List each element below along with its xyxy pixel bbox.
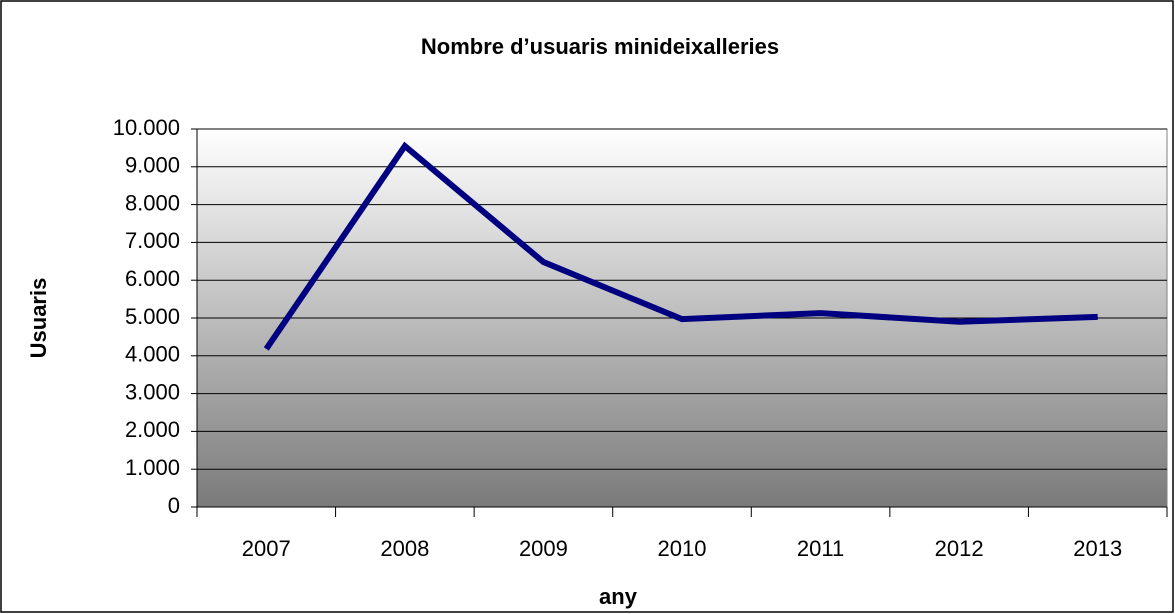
x-tick-label: 2012 (935, 536, 984, 561)
y-tick-label: 7.000 (125, 228, 180, 253)
data-line (263, 141, 1098, 351)
y-axis-title: Usuaris (26, 278, 51, 359)
x-tick-label: 2011 (797, 536, 844, 561)
y-tick-label: 10.000 (113, 115, 180, 140)
x-tick-label: 2007 (242, 536, 291, 561)
x-axis-title: any (599, 584, 638, 609)
y-tick-label: 3.000 (125, 379, 180, 404)
y-tick-label: 6.000 (125, 266, 180, 291)
x-tick-label: 2010 (658, 536, 707, 561)
y-tick-label: 9.000 (125, 153, 180, 178)
y-tick-label: 1.000 (125, 455, 180, 480)
y-tick-label: 0 (168, 493, 180, 518)
y-tick-label: 2.000 (125, 417, 180, 442)
x-tick-label: 2008 (380, 536, 429, 561)
y-tick-label: 8.000 (125, 190, 180, 215)
x-tick-label: 2013 (1073, 536, 1122, 561)
y-tick-label: 4.000 (125, 342, 180, 367)
y-tick-label: 5.000 (125, 304, 180, 329)
x-tick-label: 2009 (519, 536, 568, 561)
chart-title: Nombre d’usuaris minideixalleries (421, 34, 779, 59)
